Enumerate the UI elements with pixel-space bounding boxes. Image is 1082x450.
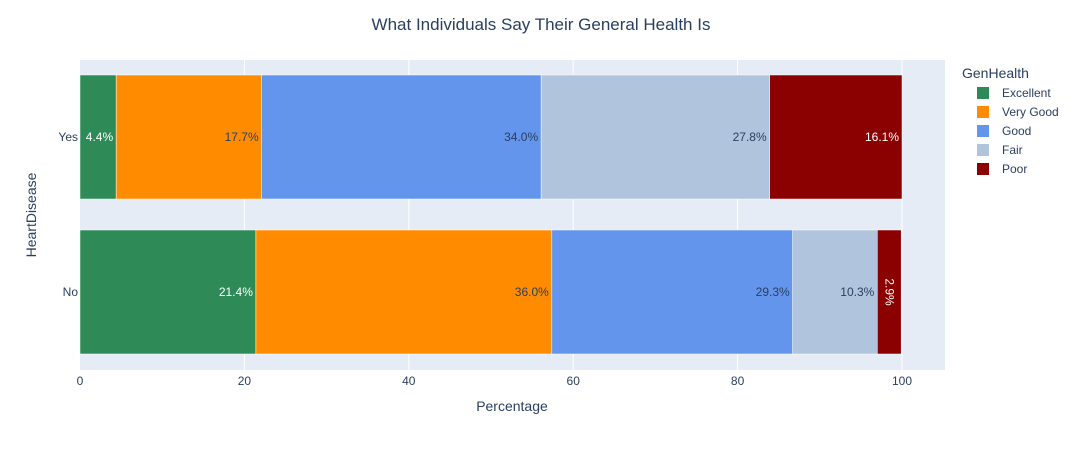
bar-value-label: 36.0% [515, 285, 549, 299]
bar-value-label: 17.7% [225, 130, 259, 144]
bar-value-label: 34.0% [504, 130, 538, 144]
legend-swatch[interactable] [977, 125, 989, 137]
x-tick-labels: 0 20 40 60 80 100 [77, 374, 913, 388]
x-axis-title: Percentage [476, 398, 548, 414]
bar-value-label: 16.1% [865, 130, 899, 144]
bar-value-label: 10.3% [840, 285, 874, 299]
legend-item-label[interactable]: Poor [1002, 162, 1027, 176]
bar-segment[interactable] [255, 229, 553, 355]
bar-segment[interactable] [877, 229, 902, 355]
bar-segment[interactable] [769, 74, 903, 200]
legend: GenHealth Excellent Very Good Good Fair Poor [962, 65, 1059, 176]
bar-segment[interactable] [261, 74, 542, 200]
y-tick-label: No [63, 285, 79, 299]
legend-swatch[interactable] [977, 106, 989, 118]
bar-value-label: 2.9% [882, 278, 896, 306]
bar-segment[interactable] [792, 229, 878, 355]
bar-value-label: 21.4% [219, 285, 253, 299]
x-tick-label: 0 [77, 374, 84, 388]
legend-swatch[interactable] [977, 144, 989, 156]
legend-item-label[interactable]: Very Good [1002, 105, 1059, 119]
bars [79, 74, 903, 355]
bar-segment[interactable] [540, 74, 770, 200]
bar-segment[interactable] [79, 74, 117, 200]
y-tick-labels: Yes No [58, 130, 78, 299]
y-axis-title: HeartDisease [23, 172, 39, 257]
x-tick-label: 20 [238, 374, 252, 388]
bar-value-label: 4.4% [86, 130, 114, 144]
x-tick-label: 100 [892, 374, 912, 388]
bar-labels: 4.4% 17.7% 34.0% 27.8% 16.1% 21.4% 36.0% 29.3% 1… [86, 130, 900, 306]
legend-item-label[interactable]: Good [1002, 124, 1031, 138]
bar-segment[interactable] [79, 229, 257, 355]
x-tick-label: 40 [402, 374, 416, 388]
bar-value-label: 27.8% [733, 130, 767, 144]
legend-swatch[interactable] [977, 87, 989, 99]
legend-item-label[interactable]: Excellent [1002, 86, 1051, 100]
bar-value-label: 29.3% [756, 285, 790, 299]
x-tick-label: 80 [731, 374, 745, 388]
bar-segment[interactable] [115, 74, 262, 200]
legend-title: GenHealth [962, 65, 1029, 81]
x-tick-label: 60 [567, 374, 581, 388]
legend-item-label[interactable]: Fair [1002, 143, 1023, 157]
legend-swatch[interactable] [977, 163, 989, 175]
y-tick-label: Yes [58, 130, 78, 144]
chart-title: What Individuals Say Their General Healt… [372, 15, 711, 34]
